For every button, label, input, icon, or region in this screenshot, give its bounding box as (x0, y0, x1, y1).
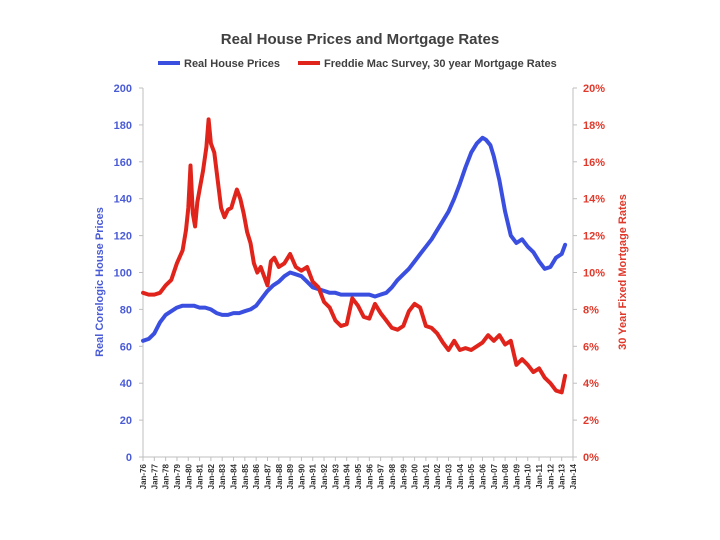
right-tick-label: 8% (583, 304, 599, 316)
x-tick-label: Jan-84 (230, 463, 239, 489)
series-layer (141, 117, 568, 395)
chart-title: Real House Prices and Mortgage Rates (221, 31, 499, 48)
x-tick-label: Jan-79 (173, 463, 182, 489)
left-tick-label: 160 (114, 157, 132, 169)
x-tick-label: Jan-76 (139, 463, 148, 489)
x-tick-label: Jan-14 (569, 463, 578, 489)
right-axis-title: 30 Year Fixed Mortgage Rates (617, 194, 629, 350)
left-tick-label: 100 (114, 268, 132, 280)
x-tick-label: Jan-02 (433, 463, 442, 489)
x-tick-label: Jan-85 (241, 463, 250, 489)
x-tick-label: Jan-12 (546, 463, 555, 489)
left-axis-title: Real Corelogic House Prices (94, 207, 106, 357)
x-tick-label: Jan-92 (320, 463, 329, 489)
right-tick-label: 12% (583, 231, 605, 243)
x-tick-label: Jan-10 (524, 463, 533, 489)
legend-label-mortgage-rates: Freddie Mac Survey, 30 year Mortgage Rat… (324, 58, 557, 70)
x-tick-label: Jan-04 (456, 463, 465, 489)
left-tick-label: 0 (126, 452, 132, 464)
x-tick-label: Jan-97 (377, 463, 386, 489)
x-tick-label: Jan-90 (297, 463, 306, 489)
x-tick-label: Jan-00 (411, 463, 420, 489)
x-tick-label: Jan-96 (365, 463, 374, 489)
x-tick-label: Jan-08 (501, 463, 510, 489)
legend: Real House Prices Freddie Mac Survey, 30… (158, 58, 557, 70)
right-tick-label: 6% (583, 341, 599, 353)
x-tick-label: Jan-13 (558, 463, 567, 489)
x-tick-label: Jan-83 (218, 463, 227, 489)
x-tick-label: Jan-06 (478, 463, 487, 489)
x-tick-label: Jan-01 (422, 463, 431, 489)
right-axis-ticks: 0% 2% 4% 6% 8% 10% 12% 14% 16% 18% 20% (573, 83, 605, 464)
left-tick-label: 180 (114, 120, 132, 132)
x-tick-label: Jan-05 (467, 463, 476, 489)
x-tick-label: Jan-07 (490, 463, 499, 489)
right-tick-label: 16% (583, 157, 605, 169)
x-tick-label: Jan-99 (399, 463, 408, 489)
left-tick-label: 40 (120, 378, 132, 390)
series-line-house-prices (141, 135, 568, 343)
series-line-mortgage-rates (141, 117, 568, 395)
right-tick-label: 18% (583, 120, 605, 132)
left-tick-label: 20 (120, 415, 132, 427)
x-tick-label: Jan-98 (388, 463, 397, 489)
left-tick-label: 140 (114, 194, 132, 206)
left-tick-label: 80 (120, 304, 132, 316)
left-tick-label: 120 (114, 231, 132, 243)
right-tick-label: 0% (583, 452, 599, 464)
x-tick-label: Jan-86 (252, 463, 261, 489)
x-axis-ticks: Jan-76 Jan-77 Jan-78 Jan-79 Jan-80 Jan-81 Jan-… (139, 457, 578, 489)
x-tick-label: Jan-93 (331, 463, 340, 489)
x-tick-label: Jan-77 (150, 463, 159, 489)
legend-label-house-prices: Real House Prices (184, 58, 280, 70)
x-tick-label: Jan-81 (196, 463, 205, 489)
x-tick-label: Jan-11 (535, 463, 544, 488)
x-tick-label: Jan-91 (309, 463, 318, 489)
right-tick-label: 10% (583, 268, 605, 280)
x-tick-label: Jan-03 (445, 463, 454, 489)
x-tick-label: Jan-88 (275, 463, 284, 489)
x-tick-label: Jan-82 (207, 463, 216, 489)
right-tick-label: 4% (583, 378, 599, 390)
x-tick-label: Jan-95 (354, 463, 363, 489)
right-tick-label: 14% (583, 194, 605, 206)
x-tick-label: Jan-80 (184, 463, 193, 489)
x-tick-label: Jan-87 (263, 463, 272, 489)
right-tick-label: 20% (583, 83, 605, 95)
x-tick-label: Jan-94 (343, 463, 352, 489)
right-tick-label: 2% (583, 415, 599, 427)
x-tick-label: Jan-09 (512, 463, 521, 489)
left-axis-ticks: 0 20 40 60 80 100 120 140 160 180 200 (114, 83, 143, 464)
x-tick-label: Jan-89 (286, 463, 295, 489)
x-tick-label: Jan-78 (162, 463, 171, 489)
left-tick-label: 60 (120, 341, 132, 353)
left-tick-label: 200 (114, 83, 132, 95)
